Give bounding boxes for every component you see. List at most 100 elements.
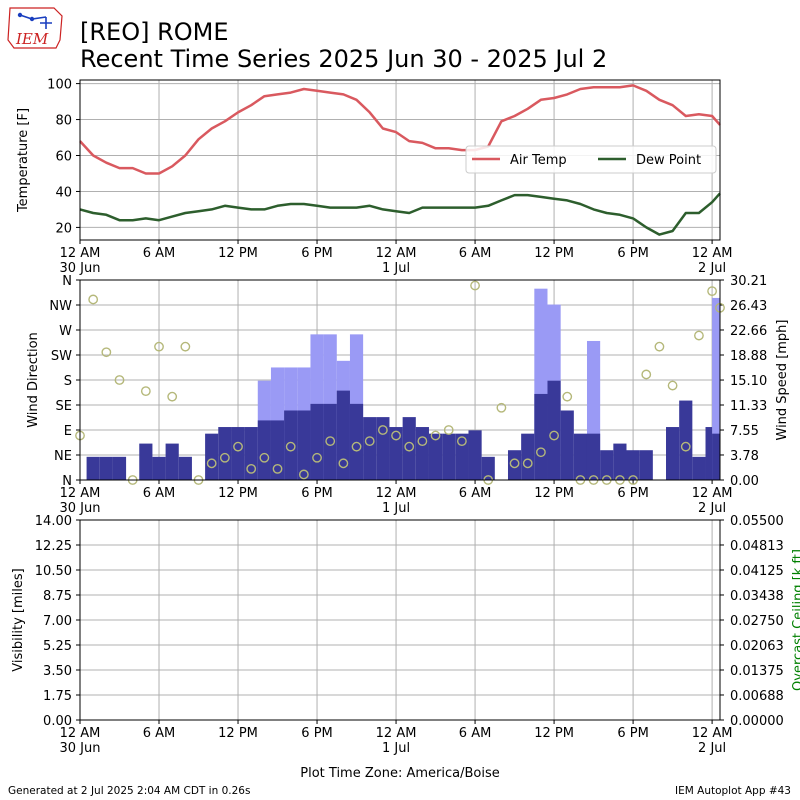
x-tick-label: 12 AM [376, 246, 417, 261]
air-temp-line [79, 84, 721, 175]
x-tick-label: 6 PM [301, 486, 332, 501]
sustained-wind-bar [415, 427, 429, 480]
x-tick-label: 6 PM [617, 726, 648, 741]
legend-label: Air Temp [510, 153, 567, 168]
x-tick-label: 6 AM [143, 486, 176, 501]
wind-direction-marker [140, 386, 151, 397]
x-tick-label: 12 AM [60, 246, 101, 261]
sustained-wind-bar [376, 417, 390, 480]
x-date-label: 1 Jul [382, 741, 410, 756]
sustained-wind-bar [455, 433, 469, 480]
sustained-wind-bar [323, 403, 337, 480]
x-tick-label: 6 PM [617, 486, 648, 501]
sustained-wind-bar [389, 427, 403, 480]
wind-direction-marker [522, 458, 533, 469]
visibility-tick-label: 10.50 [35, 564, 72, 579]
sustained-wind-bar [468, 430, 482, 480]
ceiling-tick-label: 0.05500 [730, 514, 784, 529]
ceiling-tick-label: 0.03438 [730, 589, 784, 604]
wind-direction-marker [233, 441, 243, 452]
x-tick-label: 12 AM [60, 486, 101, 501]
wind-direction-marker [641, 369, 652, 380]
speed-tick-label: 30.21 [730, 274, 767, 289]
sustained-wind-bar [205, 433, 219, 480]
ceiling-tick-label: 0.02063 [730, 639, 784, 654]
visibility-tick-label: 0.00 [43, 714, 72, 729]
sustained-wind-bar [639, 450, 653, 480]
direction-tick-label: W [59, 324, 72, 339]
chart-subtitle: Recent Time Series 2025 Jun 30 - 2025 Ju… [80, 45, 607, 73]
sustained-wind-bar [521, 433, 535, 480]
footer-app: IEM Autoplot App #43 [675, 785, 791, 797]
sustained-wind-bar [705, 427, 713, 480]
wind-direction-marker [496, 402, 507, 413]
x-date-label: 1 Jul [382, 261, 410, 276]
wind-direction-marker [101, 347, 112, 358]
speed-tick-label: 15.10 [730, 374, 767, 389]
footer-generated: Generated at 2 Jul 2025 2:04 AM CDT in 0… [8, 785, 250, 797]
direction-tick-label: NE [54, 449, 72, 464]
wind-direction-marker [707, 286, 717, 297]
x-tick-label: 12 PM [534, 246, 574, 261]
speed-tick-label: 7.55 [730, 424, 759, 439]
wind-direction-marker [536, 447, 546, 458]
visibility-tick-label: 7.00 [43, 614, 72, 629]
wind-direction-marker [377, 425, 388, 435]
direction-tick-label: N [62, 474, 72, 489]
x-tick-label: 12 PM [534, 486, 574, 501]
wind-direction-marker [167, 391, 178, 402]
logo-text: IEM [15, 30, 49, 48]
speed-tick-label: 26.43 [730, 299, 767, 314]
x-tick-label: 12 AM [376, 486, 417, 501]
wind-direction-marker [654, 341, 665, 352]
speed-tick-label: 22.66 [730, 324, 767, 339]
visibility-axis-label: Visibility [miles] [11, 568, 26, 671]
sustained-wind-bar [666, 427, 680, 480]
y-tick-label: 100 [47, 78, 72, 93]
sustained-wind-bar [692, 456, 706, 480]
wind-direction-marker [272, 463, 283, 474]
sustained-wind-bar [257, 420, 271, 480]
y-tick-label: 40 [55, 185, 72, 200]
ceiling-tick-label: 0.01375 [730, 664, 784, 679]
wind-direction-marker [312, 452, 322, 463]
x-tick-label: 12 AM [692, 726, 733, 741]
x-date-label: 2 Jul [698, 501, 726, 516]
x-date-label: 2 Jul [698, 261, 726, 276]
visibility-tick-label: 12.25 [35, 539, 72, 554]
x-tick-label: 6 AM [459, 246, 492, 261]
x-tick-label: 6 AM [143, 726, 176, 741]
sustained-wind-bar [428, 433, 443, 480]
x-tick-label: 12 AM [692, 246, 733, 261]
x-date-label: 30 Jun [60, 261, 101, 276]
wind-direction-marker [549, 430, 559, 441]
x-date-label: 2 Jul [698, 741, 726, 756]
direction-tick-label: S [64, 374, 72, 389]
wind-direction-marker [391, 430, 401, 441]
sustained-wind-bar [139, 443, 153, 480]
sustained-wind-bar [712, 433, 720, 480]
sustained-wind-bar [112, 456, 127, 480]
wind-direction-marker [259, 452, 270, 463]
plot-frame [79, 79, 721, 241]
wind-direction-marker [456, 436, 467, 447]
x-tick-label: 12 AM [376, 726, 417, 741]
direction-tick-label: N [62, 274, 72, 289]
visibility-tick-label: 8.75 [43, 589, 72, 604]
ceiling-tick-label: 0.04813 [730, 539, 784, 554]
sustained-wind-bar [231, 427, 245, 480]
speed-tick-label: 11.33 [730, 399, 767, 414]
wind-direction-marker [430, 430, 441, 441]
x-tick-label: 12 PM [218, 246, 258, 261]
visibility-tick-label: 14.00 [35, 514, 72, 529]
speed-tick-label: 3.78 [730, 449, 759, 464]
speed-tick-label: 18.88 [730, 349, 767, 364]
wind-direction-marker [154, 341, 164, 352]
wind-direction-marker [417, 436, 428, 447]
y-tick-label: 20 [55, 221, 72, 236]
x-tick-label: 12 PM [218, 486, 258, 501]
wind-direction-marker [509, 458, 520, 469]
visibility-tick-label: 3.50 [43, 664, 72, 679]
gust-bar [712, 297, 720, 480]
